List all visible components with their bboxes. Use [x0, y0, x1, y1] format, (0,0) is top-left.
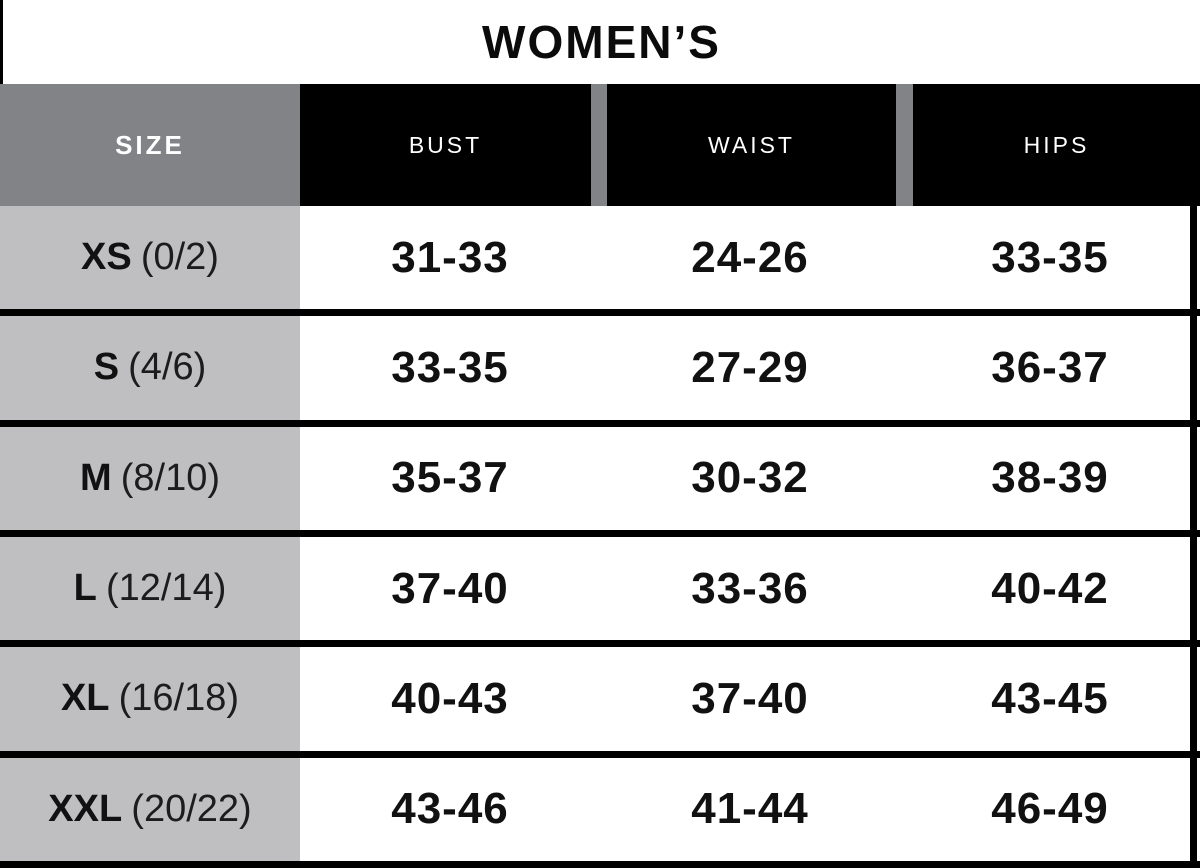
table-row: XS (0/2) 31-33 24-26 33-35	[0, 206, 1200, 317]
hips-value: 40-42	[900, 536, 1200, 641]
bust-value: 35-37	[300, 426, 600, 530]
size-code: M	[79, 456, 112, 499]
waist-value: 30-32	[600, 426, 900, 530]
header-divider	[591, 84, 607, 206]
size-range: (8/10)	[120, 456, 221, 499]
size-range: (20/22)	[131, 787, 252, 830]
size-cell: XXL (20/22)	[0, 757, 300, 861]
column-header-hips: HIPS	[913, 84, 1200, 206]
bust-value: 31-33	[300, 206, 600, 310]
waist-value: 41-44	[600, 757, 900, 861]
table-header-row: SIZE BUST WAIST HIPS	[0, 84, 1200, 206]
chart-title-bar: WOMEN’S	[0, 0, 1200, 84]
size-cell: S (4/6)	[0, 316, 300, 420]
bust-value: 43-46	[300, 757, 600, 861]
waist-value: 37-40	[600, 647, 900, 751]
column-header-waist: WAIST	[607, 84, 896, 206]
bust-value: 37-40	[300, 536, 600, 641]
table-right-border	[1190, 206, 1197, 868]
size-range: (12/14)	[105, 567, 227, 610]
size-range: (0/2)	[140, 236, 219, 279]
size-cell: XS (0/2)	[0, 206, 300, 310]
size-cell: XL (16/18)	[0, 647, 300, 751]
hips-value: 43-45	[900, 647, 1200, 751]
table-row: XL (16/18) 40-43 37-40 43-45	[0, 647, 1200, 758]
size-range: (4/6)	[128, 346, 207, 389]
size-code: XL	[60, 677, 110, 720]
column-header-size: SIZE	[0, 84, 300, 206]
waist-value: 33-36	[600, 536, 900, 641]
size-code: XXL	[48, 787, 123, 830]
hips-value: 33-35	[900, 206, 1200, 310]
waist-value: 27-29	[600, 316, 900, 420]
header-divider	[896, 84, 913, 206]
size-code: S	[93, 346, 120, 389]
size-cell: M (8/10)	[0, 426, 300, 530]
table-row: M (8/10) 35-37 30-32 38-39	[0, 426, 1200, 537]
bust-value: 40-43	[300, 647, 600, 751]
size-cell: L (12/14)	[0, 536, 300, 641]
table-row: XXL (20/22) 43-46 41-44 46-49	[0, 757, 1200, 868]
waist-value: 24-26	[600, 206, 900, 310]
hips-value: 46-49	[900, 757, 1200, 861]
chart-title: WOMEN’S	[482, 16, 721, 68]
hips-value: 38-39	[900, 426, 1200, 530]
hips-value: 36-37	[900, 316, 1200, 420]
table-body: XS (0/2) 31-33 24-26 33-35 S (4/6) 33-35…	[0, 206, 1200, 868]
size-range: (16/18)	[118, 677, 240, 720]
size-code: L	[73, 567, 97, 610]
size-code: XS	[81, 236, 132, 279]
column-header-bust: BUST	[300, 84, 591, 206]
table-row: S (4/6) 33-35 27-29 36-37	[0, 316, 1200, 427]
table-row: L (12/14) 37-40 33-36 40-42	[0, 536, 1200, 648]
bust-value: 33-35	[300, 316, 600, 420]
